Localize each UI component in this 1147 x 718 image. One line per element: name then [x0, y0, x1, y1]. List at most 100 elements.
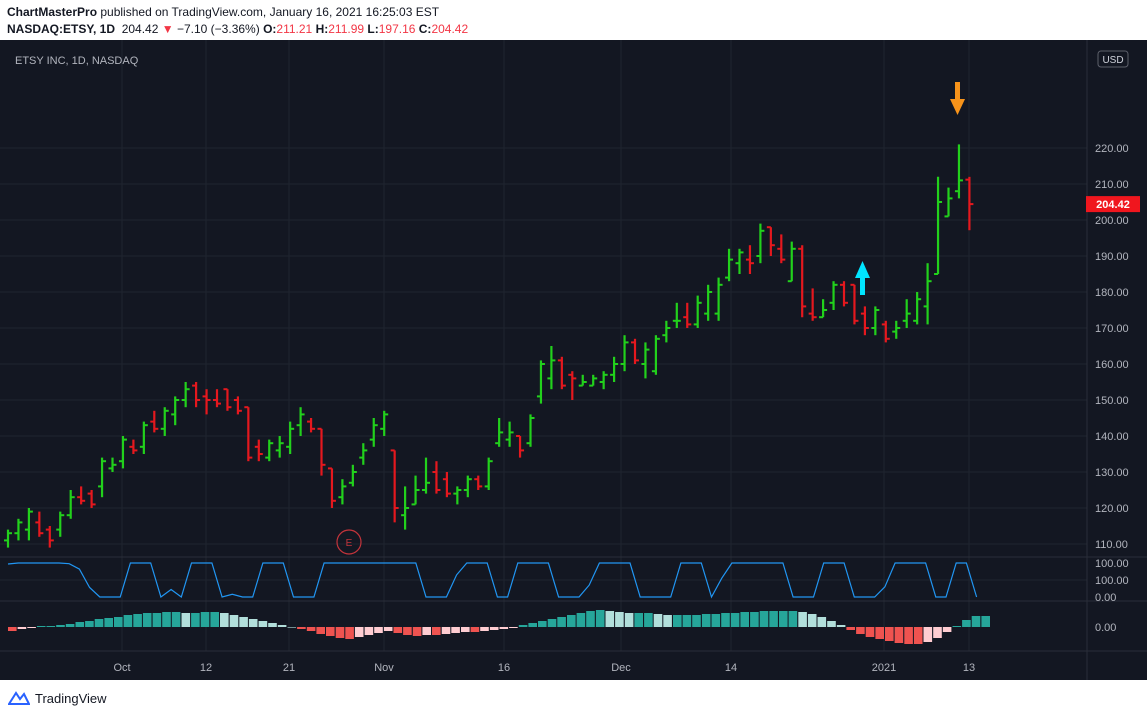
- ohlc-bar: [631, 338, 639, 364]
- histogram-bar: [865, 627, 875, 637]
- histogram-bar: [605, 611, 615, 627]
- histogram-bar: [403, 627, 412, 635]
- histogram-tick-label: 0.00: [1095, 622, 1116, 634]
- histogram-bar: [509, 627, 518, 628]
- cyan-up-arrow-icon: [855, 261, 870, 295]
- histogram-bar: [412, 627, 422, 636]
- chart-area[interactable]: [0, 40, 1147, 680]
- footer: [0, 680, 1147, 718]
- histogram-bar: [8, 627, 17, 631]
- ohlc-bar: [160, 407, 169, 436]
- x-tick-label: 2021: [872, 662, 896, 674]
- ohlc-bar: [536, 360, 545, 404]
- histogram-bar: [904, 627, 913, 644]
- ohlc-bar: [808, 288, 817, 321]
- histogram-bar: [383, 627, 393, 631]
- ohlc-bar: [463, 475, 472, 498]
- histogram-bar: [297, 627, 306, 629]
- ohlc-bar: [756, 223, 765, 264]
- histogram-bar: [489, 627, 499, 630]
- y-tick-label: 100.00: [1095, 575, 1129, 587]
- histogram-bar: [962, 620, 971, 627]
- ohlc-bar: [651, 335, 660, 375]
- ohlc-bar: [307, 418, 316, 433]
- y-tick-label: 190.00: [1095, 251, 1129, 263]
- ohlc-bar: [380, 410, 389, 436]
- oscillator-pane: [7, 562, 978, 599]
- ohlc-bar: [516, 435, 525, 458]
- ohlc-bar: [620, 335, 629, 372]
- histogram-bar: [142, 613, 152, 627]
- ohlc-bar: [422, 457, 430, 494]
- ohlc-bar: [453, 486, 462, 505]
- histogram-bar: [586, 611, 595, 627]
- histogram-bar: [85, 621, 94, 627]
- high-value: 211.99: [328, 22, 365, 36]
- ohlc-bar: [829, 281, 838, 310]
- currency-button[interactable]: USD: [1097, 50, 1129, 68]
- x-tick-label: 16: [498, 662, 510, 674]
- published-text: published on TradingView.com, January 16…: [97, 5, 440, 19]
- open-label: O:: [263, 22, 277, 36]
- grid-lines: [0, 40, 1087, 651]
- histogram-pane: [8, 610, 990, 644]
- ohlc-bar: [641, 342, 650, 379]
- ohlc-bar: [745, 245, 754, 274]
- ohlc-bar: [4, 529, 12, 548]
- histogram-bar: [644, 613, 653, 627]
- price-chart[interactable]: 220.00210.00200.00190.00180.00170.00160.…: [0, 40, 1147, 680]
- ohlc-bar: [902, 299, 911, 328]
- ohlc-bar: [704, 284, 713, 321]
- ohlc-bar: [944, 187, 953, 218]
- ohlc-bar: [254, 439, 263, 462]
- histogram-bar: [894, 627, 904, 643]
- ohlc-bar: [411, 475, 420, 506]
- tradingview-logo[interactable]: TradingView: [8, 690, 107, 706]
- ohlc-bar: [934, 176, 943, 275]
- oscillator-line: [7, 562, 978, 599]
- histogram-bar: [258, 621, 268, 627]
- histogram-bar: [634, 613, 643, 627]
- histogram-bar: [673, 615, 682, 627]
- ohlc-bar: [526, 414, 535, 447]
- ohlc-bar: [244, 406, 253, 462]
- ohlc-bar: [118, 436, 127, 469]
- publish-line: ChartMasterPro published on TradingView.…: [7, 5, 439, 19]
- y-tick-label: 140.00: [1095, 431, 1129, 443]
- histogram-bar: [364, 627, 374, 635]
- histogram-bar: [557, 617, 566, 627]
- ohlc-bar: [275, 436, 284, 458]
- y-tick-label: 120.00: [1095, 503, 1129, 515]
- histogram-bar: [615, 612, 624, 627]
- author-name[interactable]: ChartMasterPro: [7, 5, 98, 19]
- histogram-bar: [595, 610, 605, 627]
- histogram-bar: [422, 627, 431, 635]
- histogram-bar: [181, 613, 191, 627]
- histogram-bar: [248, 619, 258, 627]
- histogram-bar: [374, 627, 383, 633]
- histogram-bar: [759, 611, 769, 627]
- chart-header: ChartMasterPro published on TradingView.…: [0, 0, 1147, 40]
- ohlc-bar: [369, 418, 378, 447]
- currency-label: USD: [1102, 55, 1123, 66]
- down-triangle-icon: ▼: [161, 22, 174, 36]
- y-tick-label: 200.00: [1095, 215, 1129, 227]
- earnings-E-icon[interactable]: E: [336, 529, 362, 555]
- ohlc-bar: [923, 263, 932, 325]
- histogram-bar: [133, 614, 142, 627]
- histogram-bar: [46, 626, 56, 627]
- orange-down-arrow-icon: [950, 82, 965, 115]
- histogram-bar: [432, 627, 441, 635]
- histogram-bar: [538, 621, 547, 627]
- ohlc-bar: [892, 320, 901, 339]
- ohlc-bar: [735, 248, 744, 274]
- ohlc-bar: [557, 356, 566, 390]
- histogram-bar: [306, 627, 316, 631]
- ohlc-bar: [14, 518, 23, 541]
- ohlc-bar: [913, 292, 922, 325]
- x-tick-label: 14: [725, 662, 737, 674]
- histogram-bar: [171, 612, 181, 627]
- ohlc-bar: [56, 511, 65, 537]
- ohlc-bar: [265, 439, 274, 462]
- histogram-bar: [846, 627, 855, 630]
